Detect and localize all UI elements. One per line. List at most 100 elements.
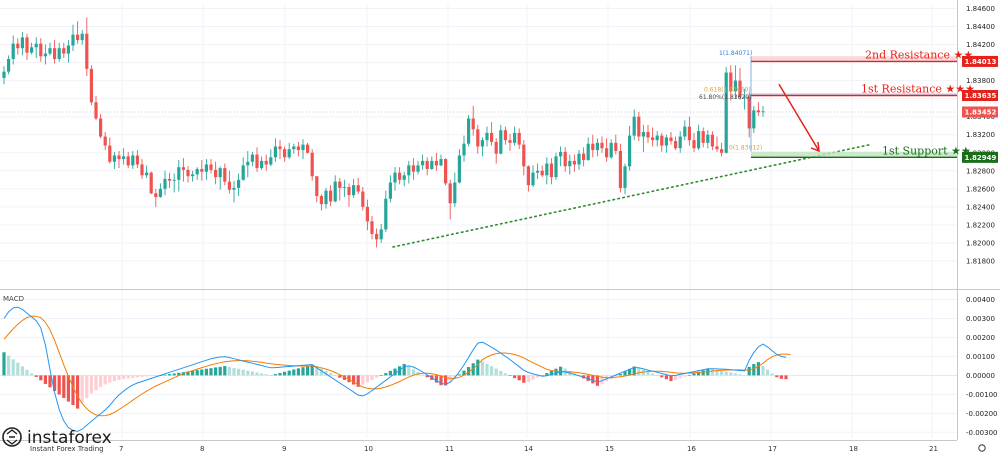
macd-histogram-bar bbox=[743, 375, 747, 376]
macd-histogram-bar bbox=[135, 375, 139, 378]
time-axis-label: 15 bbox=[605, 445, 614, 453]
macd-histogram-bar bbox=[99, 375, 103, 388]
candle-body bbox=[53, 48, 57, 59]
candle-body bbox=[338, 181, 342, 188]
macd-histogram-bar bbox=[329, 373, 333, 376]
candle-body bbox=[223, 168, 227, 182]
macd-histogram-bar bbox=[738, 374, 742, 376]
macd-histogram-bar bbox=[388, 370, 392, 376]
macd-histogram-bar bbox=[646, 371, 650, 376]
macd-histogram-bar bbox=[39, 375, 43, 381]
macd-histogram-bar bbox=[421, 374, 425, 376]
candle-body bbox=[62, 48, 66, 54]
macd-axis-label: 0.00100 bbox=[966, 353, 995, 361]
macd-title: MACD bbox=[3, 295, 24, 303]
macd-histogram-bar bbox=[761, 365, 765, 376]
candle-body bbox=[126, 156, 130, 166]
time-axis-label: 21 bbox=[929, 445, 938, 453]
macd-histogram-bar bbox=[476, 359, 480, 376]
candle-body bbox=[549, 163, 553, 178]
macd-histogram-bar bbox=[632, 366, 636, 376]
candle-body bbox=[646, 132, 650, 138]
candle-body bbox=[149, 172, 153, 194]
support-1-label: 1st Support ★★ bbox=[882, 144, 971, 157]
macd-histogram-bar bbox=[324, 370, 328, 376]
macd-histogram-bar bbox=[425, 375, 429, 378]
candle-body bbox=[526, 166, 530, 186]
candle-body bbox=[618, 150, 622, 188]
logo-name: instaforex bbox=[27, 428, 112, 448]
candle-body bbox=[540, 170, 544, 176]
candle-body bbox=[471, 118, 475, 130]
macd-histogram-bar bbox=[7, 355, 11, 376]
price-axis-label: 1.84200 bbox=[966, 41, 995, 49]
candle-body bbox=[292, 146, 296, 150]
candle-body bbox=[637, 116, 641, 137]
macd-histogram-bar bbox=[628, 368, 632, 376]
macd-histogram-bar bbox=[752, 364, 756, 376]
macd-histogram-bar bbox=[720, 371, 724, 376]
candle-body bbox=[329, 190, 333, 202]
time-axis-label: 14 bbox=[524, 445, 533, 453]
macd-histogram-bar bbox=[292, 369, 296, 376]
macd-histogram-bar bbox=[692, 373, 696, 376]
macd-histogram-bar bbox=[241, 369, 245, 376]
macd-histogram-bar bbox=[480, 361, 484, 376]
candle-body bbox=[214, 169, 218, 178]
macd-histogram-bar bbox=[195, 370, 199, 376]
price-axis-label: 1.84600 bbox=[966, 5, 995, 13]
candle-body bbox=[628, 135, 632, 167]
fib-label-618pct: 61.80%(1.83629) bbox=[699, 94, 751, 101]
macd-histogram-bar bbox=[227, 367, 231, 376]
macd-histogram-bar bbox=[375, 375, 379, 378]
candle-body bbox=[545, 163, 549, 176]
price-axis-label: 1.81800 bbox=[966, 257, 995, 265]
macd-histogram-bar bbox=[246, 370, 250, 376]
candle-body bbox=[614, 142, 618, 151]
macd-histogram-bar bbox=[393, 368, 397, 376]
macd-histogram-bar bbox=[554, 368, 558, 376]
candle-body bbox=[522, 144, 526, 167]
price-axis-label: 1.82000 bbox=[966, 239, 995, 247]
resistance-2-label: 2nd Resistance ★★ bbox=[865, 48, 973, 61]
candle-body bbox=[494, 141, 498, 154]
candle-body bbox=[485, 132, 489, 141]
candle-body bbox=[34, 43, 38, 48]
candle-body bbox=[563, 151, 567, 167]
candle-body bbox=[508, 140, 512, 143]
macd-histogram-bar bbox=[168, 374, 172, 376]
candle-body bbox=[421, 160, 425, 166]
macd-histogram-bar bbox=[779, 375, 783, 379]
macd-histogram-bar bbox=[117, 375, 121, 380]
candle-body bbox=[756, 110, 760, 113]
macd-histogram-bar bbox=[411, 369, 415, 376]
macd-histogram-bar bbox=[453, 375, 457, 379]
candle-body bbox=[319, 196, 323, 205]
candle-body bbox=[591, 143, 595, 151]
candle-body bbox=[480, 140, 484, 147]
support-1-tag-text: 1.82949 bbox=[965, 154, 997, 162]
candle-body bbox=[237, 179, 241, 188]
candle-body bbox=[669, 137, 673, 142]
macd-histogram-bar bbox=[444, 375, 448, 386]
resistance-1-tag bbox=[962, 90, 998, 102]
candle-body bbox=[600, 142, 604, 149]
candle-body bbox=[191, 174, 195, 177]
candle-body bbox=[430, 160, 434, 169]
support-1-tag bbox=[962, 151, 998, 163]
candle-body bbox=[361, 191, 365, 207]
macd-histogram-bar bbox=[756, 362, 760, 376]
macd-histogram-bar bbox=[347, 375, 351, 383]
macd-histogram-bar bbox=[204, 368, 208, 376]
macd-histogram-bar bbox=[651, 373, 655, 376]
macd-histogram-bar bbox=[733, 373, 737, 376]
candle-body bbox=[25, 37, 29, 53]
candle-body bbox=[158, 188, 162, 197]
candle-body bbox=[154, 193, 158, 197]
candle-body bbox=[559, 151, 563, 157]
candle-body bbox=[103, 136, 107, 146]
macd-histogram-bar bbox=[310, 364, 314, 376]
price-axis-label: 1.84400 bbox=[966, 23, 995, 31]
candle-body bbox=[273, 146, 277, 158]
candle-body bbox=[411, 165, 415, 172]
